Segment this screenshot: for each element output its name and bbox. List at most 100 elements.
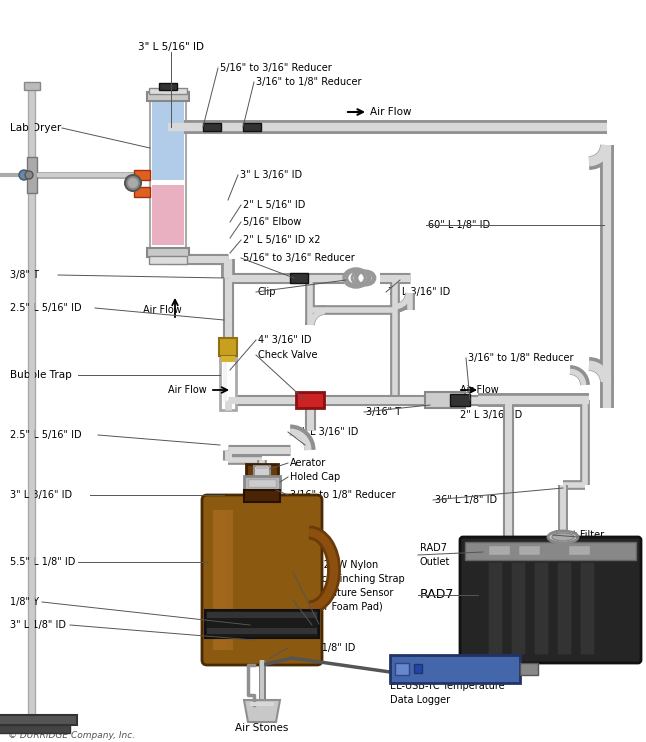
- Text: 2" L 3/16" ID: 2" L 3/16" ID: [460, 410, 522, 420]
- Bar: [244, 490, 280, 502]
- Text: 7" L 3/16" ID: 7" L 3/16" ID: [388, 287, 450, 297]
- Bar: [568, 545, 590, 555]
- Text: 1/8" Y: 1/8" Y: [10, 597, 39, 607]
- Bar: [344, 270, 380, 286]
- Bar: [254, 466, 270, 480]
- Bar: [203, 123, 221, 131]
- Text: 60" L 1/8" ID: 60" L 1/8" ID: [428, 220, 490, 230]
- Text: 2.5" L 5/16" ID: 2.5" L 5/16" ID: [10, 303, 81, 313]
- Bar: [488, 545, 510, 555]
- Bar: [425, 392, 465, 408]
- Bar: [147, 248, 189, 257]
- Ellipse shape: [552, 533, 574, 541]
- Text: 12" L 3/16" ID: 12" L 3/16" ID: [290, 427, 359, 437]
- Text: RAD7: RAD7: [420, 588, 454, 602]
- Bar: [24, 82, 40, 90]
- Bar: [520, 663, 538, 675]
- Text: EL-USB-TC Temperature
Data Logger: EL-USB-TC Temperature Data Logger: [390, 681, 505, 705]
- Text: Inlet Filter: Inlet Filter: [555, 530, 604, 540]
- Bar: [290, 273, 308, 283]
- Text: Air Flow: Air Flow: [370, 107, 412, 117]
- Bar: [250, 702, 274, 706]
- Bar: [134, 170, 150, 180]
- Bar: [227, 510, 233, 650]
- Bar: [256, 466, 268, 469]
- Text: Temperature Sensor
(Under Foam Pad): Temperature Sensor (Under Foam Pad): [295, 588, 393, 611]
- FancyBboxPatch shape: [460, 537, 641, 663]
- Bar: [152, 180, 184, 185]
- Bar: [390, 655, 520, 683]
- Bar: [220, 340, 236, 410]
- Bar: [488, 562, 502, 654]
- Bar: [147, 92, 189, 101]
- Bar: [207, 628, 317, 634]
- Bar: [149, 256, 187, 264]
- Bar: [219, 338, 237, 356]
- Text: 3" L 1/8" ID: 3" L 1/8" ID: [10, 620, 66, 630]
- Text: Holed Cap: Holed Cap: [290, 472, 340, 482]
- Bar: [580, 562, 594, 654]
- Text: Bubble Trap: Bubble Trap: [10, 370, 72, 380]
- Text: 2.5" L 1/8" ID: 2.5" L 1/8" ID: [290, 643, 355, 653]
- Bar: [534, 562, 548, 654]
- Text: RAD7
Outlet: RAD7 Outlet: [420, 543, 450, 567]
- Polygon shape: [0, 715, 77, 725]
- Text: 3" L 5/16" ID: 3" L 5/16" ID: [138, 42, 204, 52]
- Text: 4" 3/16" ID: 4" 3/16" ID: [258, 335, 311, 345]
- Text: 2.5" L 5/16" ID: 2.5" L 5/16" ID: [10, 430, 81, 440]
- Text: 5/16" Elbow: 5/16" Elbow: [243, 217, 302, 227]
- Text: 2" L 5/16" ID: 2" L 5/16" ID: [243, 200, 306, 210]
- Bar: [221, 356, 235, 362]
- Bar: [244, 476, 280, 490]
- Bar: [557, 562, 571, 654]
- Text: 3" L 3/16" ID: 3" L 3/16" ID: [10, 490, 72, 500]
- Bar: [213, 510, 227, 650]
- Text: 3/16" to 1/8" Reducer: 3/16" to 1/8" Reducer: [256, 77, 362, 87]
- Bar: [27, 157, 37, 193]
- Bar: [152, 185, 184, 245]
- Polygon shape: [244, 700, 280, 722]
- Circle shape: [128, 178, 138, 188]
- Text: Check Valve: Check Valve: [258, 350, 317, 360]
- Text: 5/16" to 3/16" Reducer: 5/16" to 3/16" Reducer: [243, 253, 355, 263]
- Text: 2" L 5/16" ID x2: 2" L 5/16" ID x2: [243, 235, 320, 245]
- Bar: [149, 88, 187, 94]
- Bar: [395, 663, 409, 675]
- Text: 5.5" L 1/8" ID: 5.5" L 1/8" ID: [10, 557, 76, 567]
- Circle shape: [25, 171, 33, 179]
- Bar: [0, 725, 70, 733]
- Bar: [134, 187, 150, 197]
- Bar: [150, 98, 186, 256]
- Text: Aerator: Aerator: [290, 458, 326, 468]
- Bar: [246, 464, 278, 500]
- Text: 36" L 1/8" ID: 36" L 1/8" ID: [435, 495, 497, 505]
- Text: 3/16" to 1/8" Reducer: 3/16" to 1/8" Reducer: [468, 353, 574, 363]
- Text: 5/16" to 3/16" Reducer: 5/16" to 3/16" Reducer: [220, 63, 332, 73]
- Bar: [465, 542, 636, 560]
- Bar: [450, 394, 470, 406]
- Bar: [511, 562, 525, 654]
- Text: Air Flow: Air Flow: [143, 305, 182, 315]
- Text: 3" L 3/16" ID: 3" L 3/16" ID: [240, 170, 302, 180]
- Text: 3/8" T: 3/8" T: [10, 270, 39, 280]
- Text: Air Stones: Air Stones: [235, 723, 289, 733]
- Bar: [414, 664, 422, 673]
- Text: Clip: Clip: [258, 287, 276, 297]
- FancyBboxPatch shape: [202, 495, 322, 665]
- Text: Lab Dryer: Lab Dryer: [10, 123, 61, 133]
- Text: © DURRIDGE Company, Inc.: © DURRIDGE Company, Inc.: [8, 732, 135, 741]
- Text: Air Flow: Air Flow: [168, 385, 207, 395]
- Text: 3/16" to 1/8" Reducer: 3/16" to 1/8" Reducer: [290, 490, 395, 500]
- Text: 24" L 2" W Nylon
Elastic Clinching Strap: 24" L 2" W Nylon Elastic Clinching Strap: [295, 560, 405, 584]
- Circle shape: [19, 170, 29, 180]
- Bar: [296, 392, 324, 408]
- Text: 3/16" T: 3/16" T: [366, 407, 401, 417]
- Bar: [207, 612, 317, 618]
- Text: Air Flow: Air Flow: [460, 385, 499, 395]
- Bar: [518, 545, 540, 555]
- Bar: [243, 123, 261, 131]
- Bar: [159, 83, 177, 90]
- Ellipse shape: [548, 531, 578, 543]
- Bar: [205, 610, 319, 638]
- Bar: [248, 479, 276, 487]
